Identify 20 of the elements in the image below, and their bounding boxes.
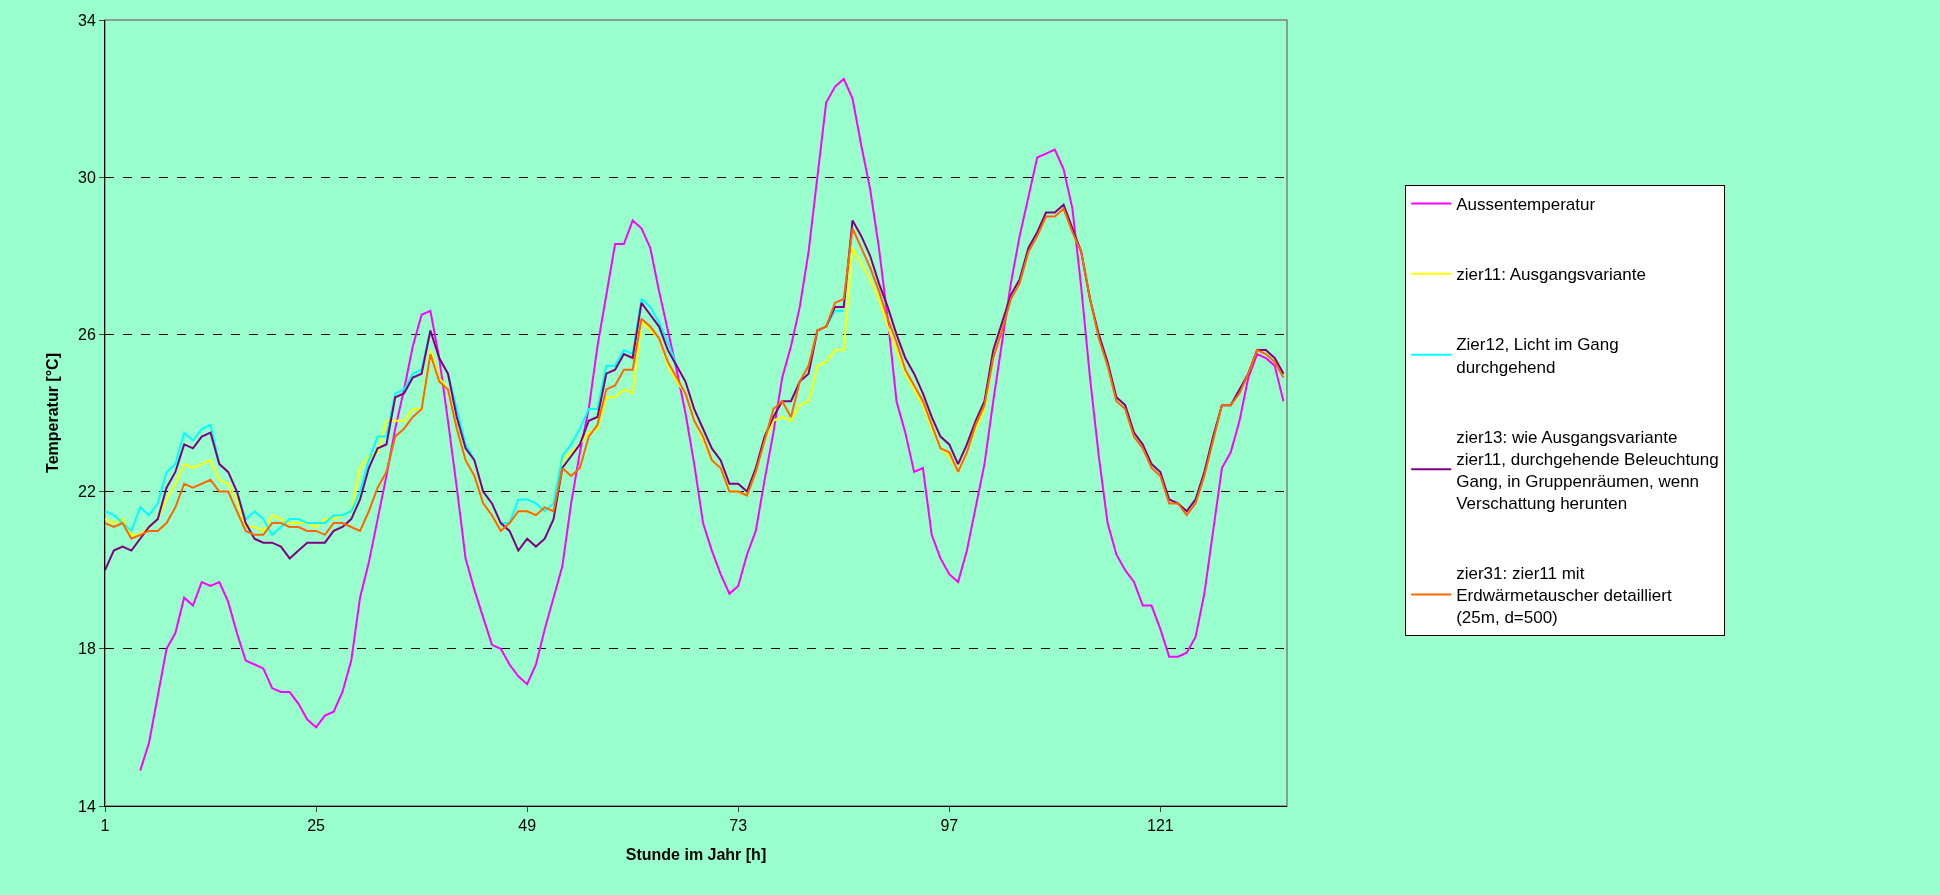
y-tick-label: 34: [78, 11, 96, 29]
y-tick-label: 14: [78, 797, 96, 815]
x-tick-label: 121: [1147, 817, 1174, 835]
legend-label: Zier12, Licht im Gang durchgehend: [1456, 335, 1619, 377]
legend-label: Aussentemperatur: [1456, 195, 1596, 215]
x-tick-label: 1: [100, 817, 110, 835]
x-tick-label: 25: [307, 817, 326, 835]
x-axis-title: Stunde im Jahr [h]: [625, 845, 767, 863]
y-tick-label: 26: [78, 326, 96, 343]
x-tick-label: 49: [518, 817, 537, 835]
x-tick-label: 97: [940, 817, 959, 835]
y-tick-label: 30: [78, 168, 96, 186]
legend-label: zier11: Ausgangsvariante: [1456, 265, 1646, 285]
legend-label: zier13: wie Ausgangsvariante zier11, durchgehende Beleuchtung Gang, in Gruppenräumen, wenn Verschattung herunten: [1456, 427, 1719, 513]
x-tick-label: 73: [729, 817, 748, 835]
y-tick-label: 22: [78, 483, 96, 501]
y-tick-label: 18: [78, 640, 96, 658]
legend-label: zier31: zier11 mit Erdwärmetauscher detailliert (25m, d=500): [1456, 564, 1672, 628]
y-axis-title: Temperatur [°C]: [43, 353, 61, 473]
line-series: [139, 77, 1285, 772]
